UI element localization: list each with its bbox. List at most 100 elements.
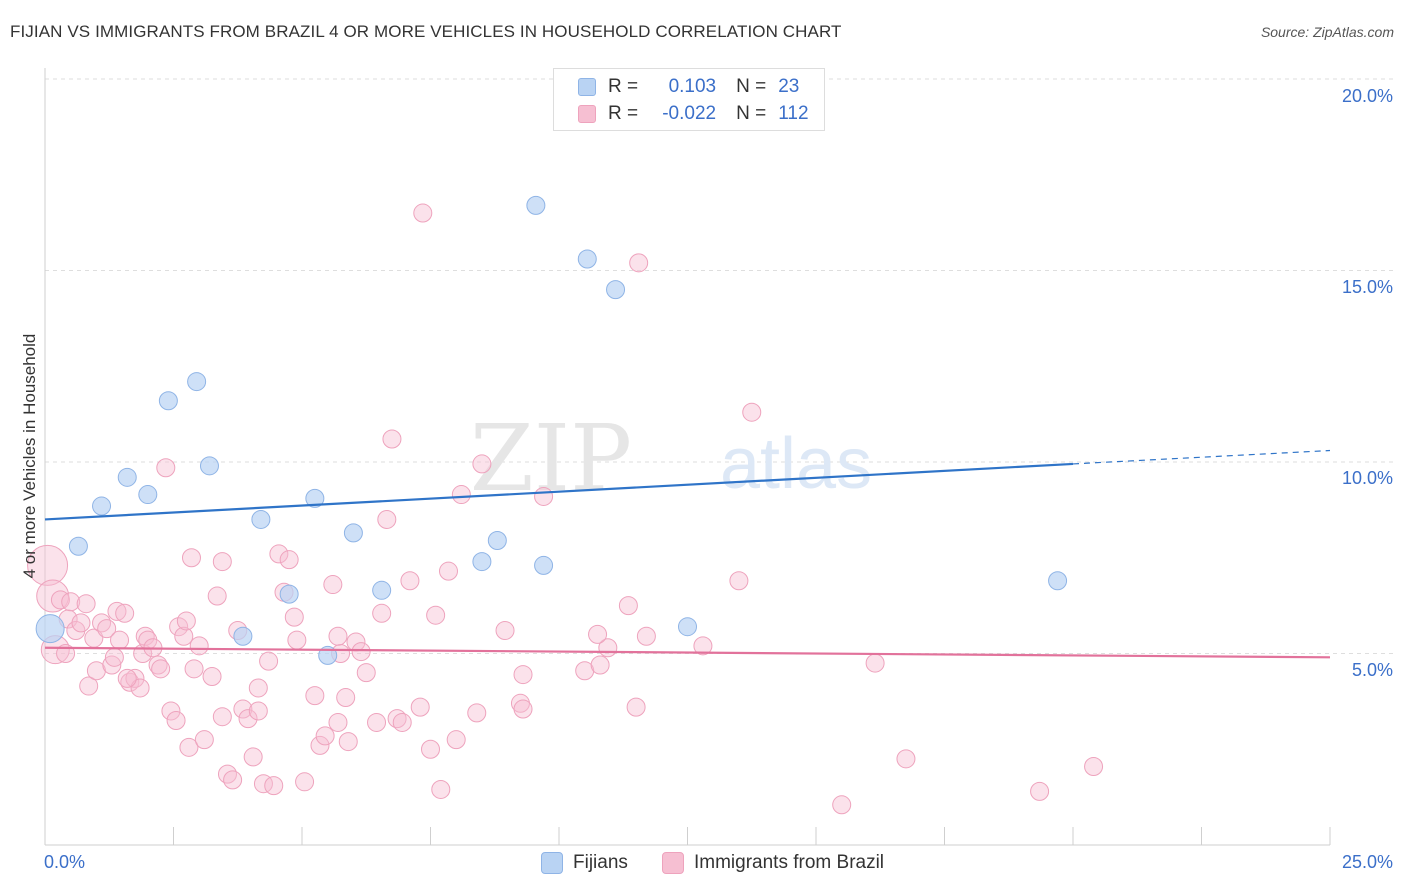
brazil-point: [636, 626, 656, 646]
brazil-point: [212, 552, 232, 572]
brazil-point: [338, 732, 358, 752]
brazil-point: [426, 605, 446, 625]
fijians-point: [138, 485, 158, 505]
n-label: N =: [736, 76, 767, 97]
brazil-point: [590, 655, 610, 675]
brazil-point: [156, 458, 176, 478]
brazil-point: [92, 613, 112, 633]
brazil-point: [495, 621, 515, 641]
y-tick-label: 10.0%: [1341, 468, 1393, 488]
brazil-swatch: [578, 105, 596, 123]
brazil-legend-label: Immigrants from Brazil: [694, 852, 885, 873]
fijians-point: [117, 467, 137, 487]
brazil-legend-swatch: [662, 852, 684, 874]
brazil-point: [166, 711, 186, 731]
brazil-point: [310, 735, 330, 755]
trend-layer: [44, 449, 1331, 659]
chart-title: FIJIAN VS IMMIGRANTS FROM BRAZIL 4 OR MO…: [10, 22, 842, 41]
brazil-point: [279, 550, 299, 570]
brazil-point: [287, 630, 307, 650]
brazil-point: [295, 772, 315, 792]
brazil-point: [223, 770, 243, 790]
brazil-point: [410, 697, 430, 717]
brazil-point: [534, 486, 554, 506]
brazil-point: [387, 709, 407, 729]
brazil-point: [1084, 756, 1104, 776]
brazil-point: [588, 624, 608, 644]
brazil-point: [323, 575, 343, 595]
fijians-point: [158, 391, 178, 411]
fijians-point: [343, 523, 363, 543]
brazil-point: [207, 586, 227, 606]
brazil-point: [238, 709, 258, 729]
brazil-point: [102, 655, 122, 675]
watermark: ZIP atlas: [470, 405, 872, 512]
fijians-point: [187, 372, 207, 392]
brazil-point: [184, 659, 204, 679]
brazil-point: [233, 699, 253, 719]
axis-layer: [44, 68, 1331, 846]
brazil-point: [513, 699, 533, 719]
fijians-point: [606, 280, 626, 300]
r-label: R =: [608, 76, 639, 97]
brazil-point: [71, 613, 91, 633]
legend-item-fijians: Fijians: [541, 852, 628, 874]
brazil-point: [467, 703, 487, 723]
brazil-point: [382, 429, 402, 449]
bottom-legend: Fijians Immigrants from Brazil: [0, 852, 1406, 878]
fijians-trend-extension: [1072, 449, 1331, 465]
brazil-point: [176, 611, 196, 631]
brazil-point: [248, 678, 268, 698]
brazil-point: [421, 739, 440, 759]
y-tick-label: 5.0%: [1351, 660, 1393, 680]
brazil-point: [742, 402, 762, 422]
stats-legend: R = 0.103 N = 23 R = -0.022 N = 112: [553, 68, 825, 131]
fijians-point: [577, 249, 597, 269]
brazil-point: [392, 712, 412, 732]
brazil-point: [284, 607, 304, 627]
legend-row-fijians: R = 0.103 N = 23: [578, 75, 799, 99]
brazil-r-value: -0.022: [662, 103, 717, 124]
brazil-point: [212, 707, 232, 727]
fijians-point: [233, 626, 253, 646]
fijians-point: [526, 195, 546, 215]
brazil-point: [315, 726, 335, 746]
y-axis-label: 4 or more Vehicles in Household: [20, 333, 39, 579]
y-tick-label: 20.0%: [1341, 86, 1393, 106]
fijians-legend-label: Fijians: [573, 852, 628, 873]
brazil-point: [107, 601, 127, 621]
brazil-point: [264, 776, 284, 796]
fijians-point: [487, 531, 507, 551]
brazil-point: [161, 701, 181, 721]
brazil-point: [336, 688, 356, 708]
fijians-trend-line: [44, 462, 1074, 521]
fijians-point: [251, 509, 271, 529]
x-tick-label: 25.0%: [1341, 852, 1393, 872]
brazil-point: [372, 603, 392, 623]
source-label: Source: ZipAtlas.com: [1260, 24, 1394, 40]
brazil-point: [27, 544, 69, 586]
fijians-point: [92, 496, 112, 516]
fijians-point: [1048, 571, 1068, 591]
n-label: N =: [736, 103, 767, 124]
points-layer: [27, 195, 1104, 815]
brazil-point: [130, 678, 150, 698]
fijians-point: [678, 617, 697, 637]
brazil-point: [413, 203, 433, 223]
brazil-point: [174, 626, 194, 646]
brazil-point: [243, 747, 263, 767]
brazil-point: [305, 686, 325, 706]
brazil-point: [61, 592, 81, 612]
brazil-point: [1030, 781, 1050, 801]
fijians-point: [534, 555, 554, 575]
fijians-point: [372, 580, 392, 600]
fijians-point: [35, 614, 65, 644]
brazil-point: [110, 630, 130, 650]
brazil-point: [451, 485, 471, 505]
brazil-point: [865, 653, 885, 673]
brazil-point: [400, 571, 420, 591]
fijians-point: [68, 536, 88, 556]
brazil-point: [438, 561, 458, 581]
legend-item-brazil: Immigrants from Brazil: [662, 852, 884, 874]
